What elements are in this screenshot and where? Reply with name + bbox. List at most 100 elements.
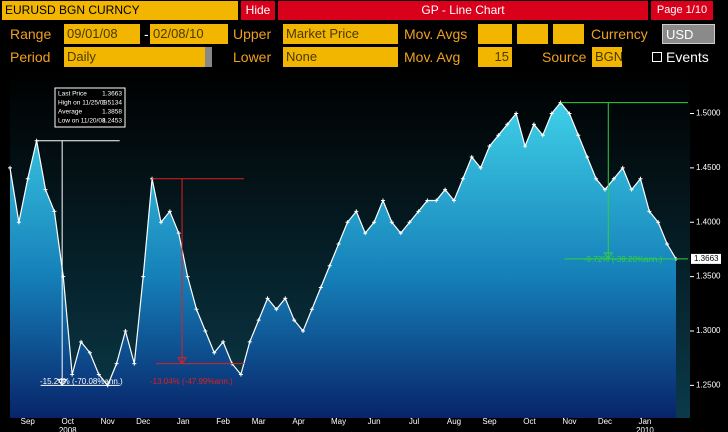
input[interactable]: None — [283, 47, 398, 67]
info-value: 1.3663 — [102, 91, 122, 98]
point — [309, 307, 314, 312]
input[interactable]: BGN — [592, 47, 622, 67]
info-label: Last Price — [58, 91, 87, 98]
point — [496, 133, 501, 138]
point — [123, 329, 128, 333]
dropdown-strip[interactable] — [205, 47, 212, 67]
x-tick-label: Jan — [638, 417, 651, 426]
point — [141, 274, 146, 279]
point — [434, 198, 439, 203]
security-box[interactable]: EURUSD BGN CURNCY — [2, 1, 238, 20]
input[interactable]: 09/01/08 — [64, 24, 140, 44]
point — [460, 176, 465, 181]
point — [505, 122, 510, 127]
label: Currency — [591, 26, 648, 42]
info-label: Low on 11/20/08 — [58, 118, 106, 125]
x-tick-label: Dec — [598, 417, 612, 426]
input[interactable]: USD — [662, 24, 715, 44]
point — [487, 144, 492, 149]
point — [629, 187, 634, 192]
last-price-label: 1.3663 — [694, 254, 719, 263]
point — [398, 231, 403, 236]
point — [336, 242, 341, 246]
drawdown-arrow — [57, 378, 68, 387]
input[interactable]: 02/08/10 — [150, 24, 228, 44]
input[interactable]: 15 — [478, 47, 512, 67]
point — [540, 133, 545, 138]
point — [407, 220, 412, 225]
point — [620, 165, 625, 170]
drawdown-arrow — [603, 252, 614, 260]
point — [96, 372, 101, 377]
title-bar: GP - Line Chart — [278, 1, 648, 20]
point — [52, 209, 57, 214]
x-tick-label: Mar — [252, 417, 266, 426]
drawdown-label: -15.24% (-70.08%ann.) — [40, 377, 123, 386]
last-price-tag — [691, 253, 721, 264]
y-tick-label: 1.2500 — [696, 380, 721, 389]
area — [10, 102, 676, 418]
x-tick-label: Jan — [177, 417, 190, 426]
point — [354, 209, 359, 214]
point — [16, 220, 21, 225]
point — [221, 339, 226, 344]
point — [514, 111, 519, 116]
point — [567, 111, 572, 116]
info-label: Average — [58, 109, 82, 116]
point — [274, 307, 279, 312]
input[interactable] — [478, 24, 512, 44]
y-tick-label: 1.5000 — [696, 109, 721, 118]
label: Upper — [233, 26, 272, 42]
x-tick-label: Feb — [216, 417, 230, 426]
point — [380, 198, 385, 203]
hide-button[interactable]: Hide — [241, 1, 275, 20]
point — [238, 372, 243, 377]
x-tick-label: Nov — [562, 417, 576, 426]
info-value: 1.2453 — [102, 118, 122, 125]
y-tick-label: 1.3000 — [696, 326, 721, 335]
label: Events — [666, 49, 709, 65]
point — [443, 187, 448, 192]
y-tick-label: 1.4500 — [696, 163, 721, 172]
checkbox[interactable] — [652, 52, 662, 62]
point — [203, 329, 208, 333]
input[interactable] — [517, 24, 548, 44]
point — [70, 372, 75, 377]
point — [158, 220, 163, 225]
point — [114, 361, 119, 366]
chart: 1.2500 1.3000 1.3500 1.4000 1.4500 1.5000 Sep O… — [8, 70, 721, 432]
point — [283, 296, 288, 301]
point — [389, 220, 394, 225]
price-line — [9, 101, 677, 387]
point — [602, 187, 607, 192]
info-box — [54, 87, 126, 128]
point — [585, 155, 590, 159]
input[interactable] — [553, 24, 584, 44]
point — [212, 350, 217, 355]
point — [452, 198, 456, 203]
point — [665, 242, 670, 246]
info-label: High on 11/25/09 — [58, 100, 107, 107]
y-tick-label: 1.4000 — [696, 217, 721, 226]
point — [132, 361, 137, 366]
label: Period — [10, 49, 51, 65]
point — [87, 350, 92, 355]
year-label: 2010 — [636, 426, 654, 432]
point — [79, 339, 84, 344]
y-tick-label: 1.3500 — [696, 272, 721, 281]
label: Source — [542, 49, 587, 65]
input[interactable]: Market Price — [283, 24, 398, 44]
year-label: 2008 — [59, 426, 77, 432]
point — [647, 209, 652, 214]
label: Mov. Avgs — [404, 26, 468, 42]
point — [185, 274, 190, 279]
input[interactable]: Daily — [64, 47, 205, 67]
drawdown-arrow — [177, 357, 187, 365]
point — [638, 176, 643, 181]
point — [247, 339, 252, 344]
point — [416, 209, 421, 214]
x-tick-label: Nov — [101, 417, 115, 426]
label: Mov. Avg — [404, 49, 461, 65]
point — [469, 155, 474, 159]
